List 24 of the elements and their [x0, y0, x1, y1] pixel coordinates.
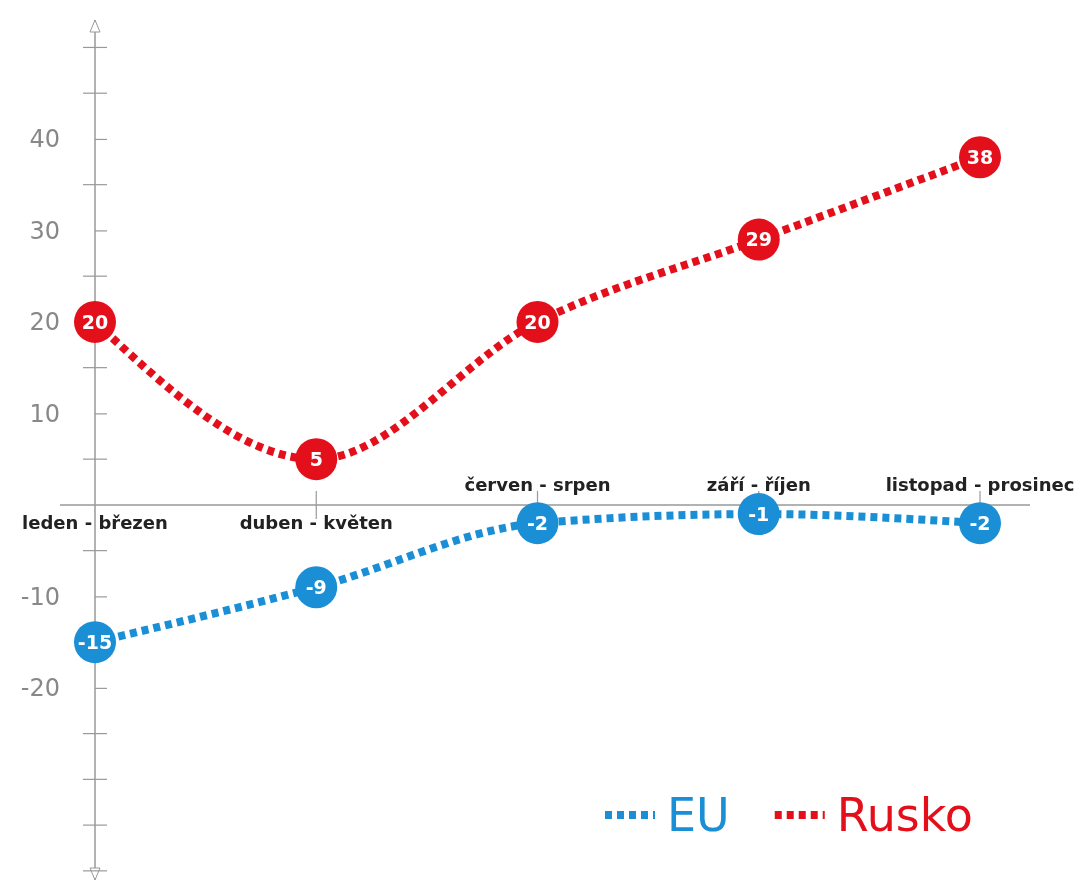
data-label: 20 [524, 310, 551, 333]
legend-label: Rusko [836, 788, 973, 843]
y-tick-label: 20 [29, 308, 60, 337]
data-label: 29 [745, 228, 772, 251]
x-tick-label: září - říjen [706, 473, 811, 495]
data-label: -2 [526, 511, 549, 534]
y-tick-label: 30 [29, 216, 60, 245]
data-label: -2 [969, 511, 991, 534]
point [295, 438, 338, 481]
x-tick-label: duben - květen [239, 511, 393, 533]
legend-label: EU [667, 788, 730, 843]
data-label: 20 [81, 310, 109, 333]
y-tick-label: 10 [29, 399, 60, 428]
y-tick-label: -20 [20, 674, 60, 703]
y-tick-label: -10 [20, 582, 60, 611]
data-label: 5 [309, 447, 323, 470]
data-label: -1 [748, 502, 770, 525]
data-label: 38 [966, 145, 994, 168]
x-tick-label: leden - březen [22, 511, 168, 533]
y-tick-label: 40 [29, 125, 60, 154]
x-tick-label: listopad - prosinec [885, 473, 1075, 495]
x-tick-label: červen - srpen [464, 473, 611, 495]
data-label: -15 [77, 630, 113, 653]
data-label: -9 [305, 575, 327, 598]
